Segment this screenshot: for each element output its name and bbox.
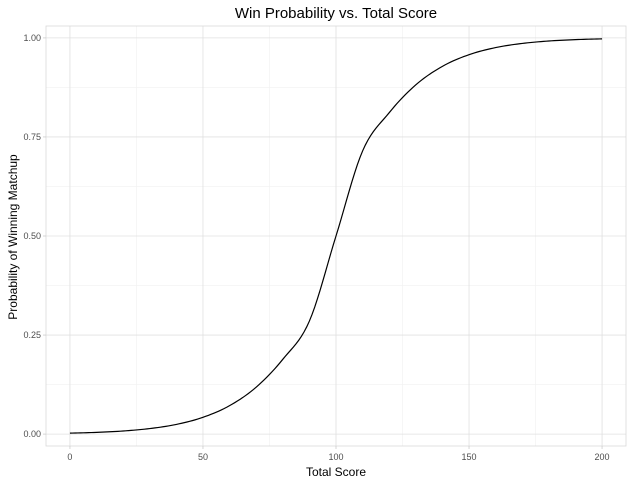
y-tick-label-0: 0.00 <box>23 429 41 439</box>
x-tick-label-4: 200 <box>595 452 610 462</box>
series-group <box>69 38 603 434</box>
y-tick-label-3: 0.75 <box>23 132 41 142</box>
y-tick-label-4: 1.00 <box>23 33 41 43</box>
x-tick-label-0: 0 <box>67 452 72 462</box>
x-tick-label-3: 150 <box>462 452 477 462</box>
x-tick-label-1: 50 <box>198 452 208 462</box>
x-tick-label-2: 100 <box>328 452 343 462</box>
y-tick-label-1: 0.25 <box>23 330 41 340</box>
chart-title: Win Probability vs. Total Score <box>235 5 437 22</box>
y-tick-label-2: 0.50 <box>23 231 41 241</box>
axis-ticks: 0 50 100 150 200 0.00 0.25 0.50 0.75 1.00 <box>23 33 609 462</box>
series-line-0 <box>69 38 603 434</box>
major-gridlines <box>46 26 626 446</box>
y-axis-title: Probability of Winning Matchup <box>6 154 20 320</box>
x-axis-title: Total Score <box>306 465 366 479</box>
